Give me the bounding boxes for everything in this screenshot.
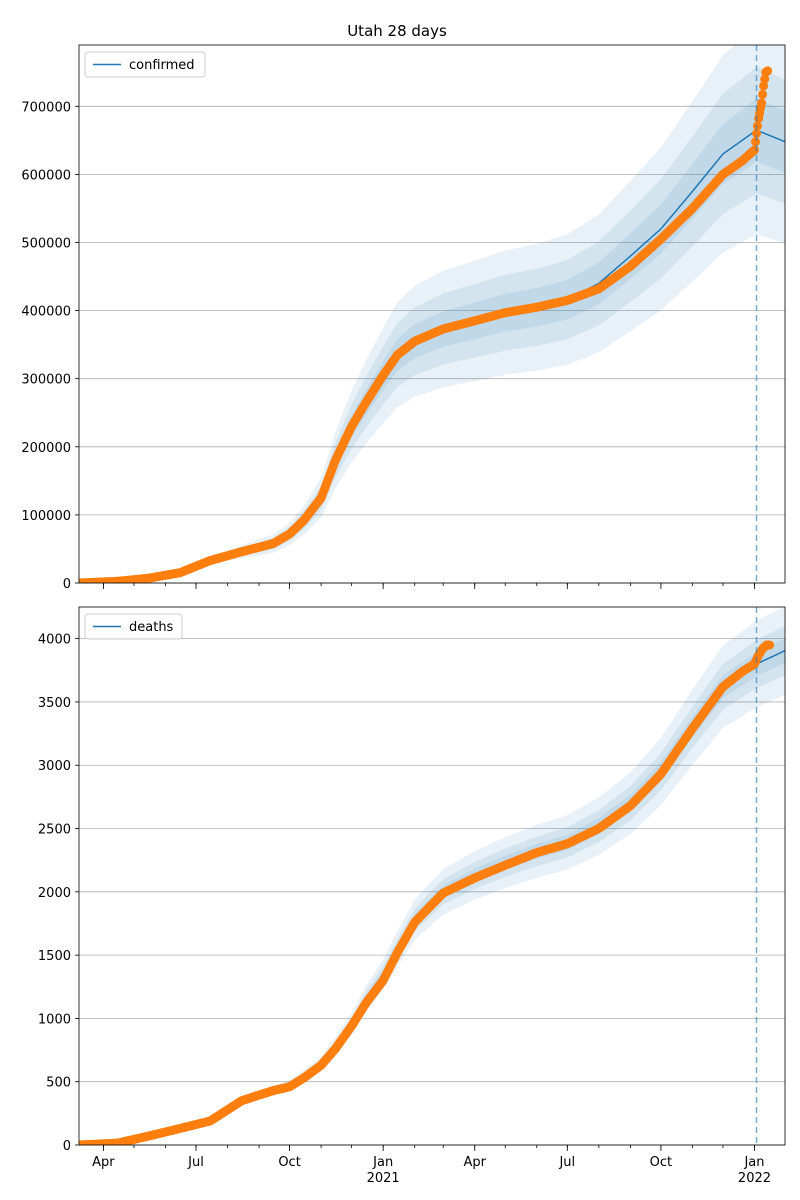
observed-point [750, 145, 759, 155]
legend: deaths [84, 613, 183, 640]
chart-title: Utah 28 days [347, 22, 447, 40]
ytick-label: 0 [63, 1139, 71, 1154]
ytick-label: 500 [46, 1076, 71, 1091]
ytick-label: 300000 [21, 373, 71, 388]
ytick-label: 2000 [38, 886, 71, 901]
ytick-label: 1500 [38, 949, 71, 964]
confirmed-panel: 0 100000 200000 300000 400000 500000 600000 700… [21, 44, 786, 592]
xtick-year-label: 2022 [738, 1171, 771, 1186]
observed-point [751, 137, 760, 147]
observed-point [758, 89, 768, 99]
legend-label: confirmed [129, 58, 195, 73]
confidence-band [79, 607, 785, 1145]
observed-point [757, 98, 767, 108]
observed-point [759, 81, 769, 91]
observed-point [752, 129, 761, 138]
ytick-label: 4000 [38, 633, 71, 648]
ytick-label: 3500 [38, 696, 71, 711]
plot-area [79, 607, 785, 1145]
xtick-label: Oct [278, 1155, 300, 1170]
ytick-label: 2500 [38, 823, 71, 838]
axes-frame [78, 606, 786, 1146]
confidence-band [79, 66, 785, 583]
plot-area [79, 45, 785, 583]
observed-point [753, 121, 762, 131]
xtick-label: Apr [463, 1155, 486, 1170]
axes-frame [78, 44, 786, 584]
confidence-band [79, 45, 785, 583]
xtick-label: Jan [372, 1155, 393, 1170]
ytick-label: 700000 [21, 100, 71, 115]
observed-point [760, 74, 770, 84]
ytick-label: 100000 [21, 509, 71, 524]
confidence-band [79, 638, 785, 1145]
ytick-label: 500000 [21, 236, 71, 251]
deaths-panel: 0 500 1000 1500 2000 2500 3000 3500 4000 Apr Jul Oc… [38, 606, 786, 1186]
legend-label: deaths [129, 620, 174, 635]
xtick-label: Jan [743, 1155, 764, 1170]
ytick-label: 200000 [21, 441, 71, 456]
ytick-label: 600000 [21, 168, 71, 183]
confidence-band [79, 626, 785, 1145]
ytick-label: 3000 [38, 759, 71, 774]
legend: confirmed [84, 51, 206, 78]
xtick-year-label: 2021 [367, 1171, 400, 1186]
ytick-label: 0 [63, 577, 71, 592]
observed-point [763, 66, 773, 76]
legend-box [84, 613, 183, 640]
ytick-label: 400000 [21, 305, 71, 320]
confidence-band [79, 98, 785, 583]
observed-point [765, 640, 775, 650]
legend-box [84, 51, 206, 78]
xtick-label: Apr [92, 1155, 115, 1170]
xtick-label: Oct [650, 1155, 672, 1170]
xtick-label: Jul [187, 1155, 204, 1170]
xtick-label: Jul [558, 1155, 575, 1170]
ytick-label: 1000 [38, 1012, 71, 1027]
